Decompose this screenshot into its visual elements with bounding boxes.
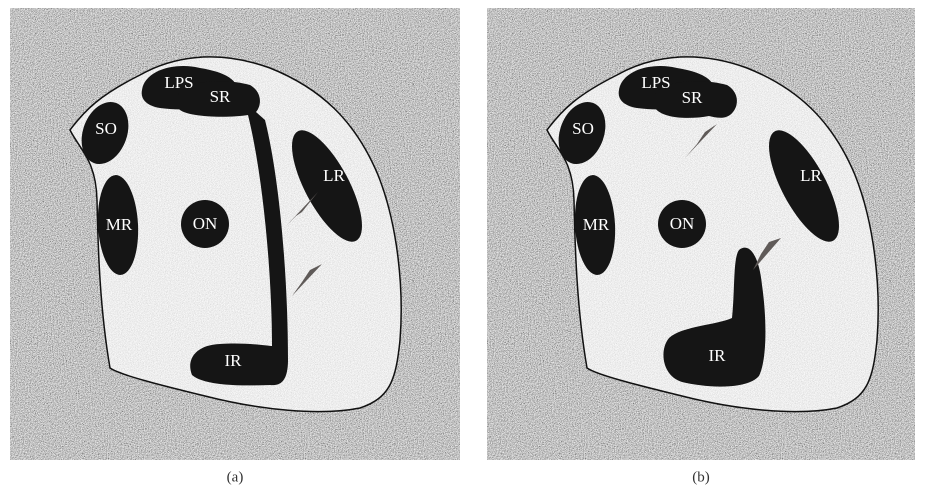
label: ON [670, 214, 695, 233]
label: IR [225, 351, 243, 370]
label: LPS [641, 73, 670, 92]
panel-b: LPS SR SO LR MR ON IR [487, 8, 915, 460]
label: IR [709, 346, 727, 365]
caption: (b) [692, 469, 710, 485]
label: SO [95, 119, 117, 138]
label: MR [583, 215, 610, 234]
label: SR [210, 87, 231, 106]
caption: (a) [227, 469, 244, 485]
label: MR [106, 215, 133, 234]
label: ON [193, 214, 218, 233]
panel-a: LPS SR SO LR MR ON IR [10, 8, 460, 460]
label: SR [682, 88, 703, 107]
label: LR [800, 166, 822, 185]
label: SO [572, 119, 594, 138]
label: LR [323, 166, 345, 185]
label: LPS [164, 73, 193, 92]
figure: LPS SR SO LR MR ON IR (a) LPS SR SO [0, 0, 925, 493]
